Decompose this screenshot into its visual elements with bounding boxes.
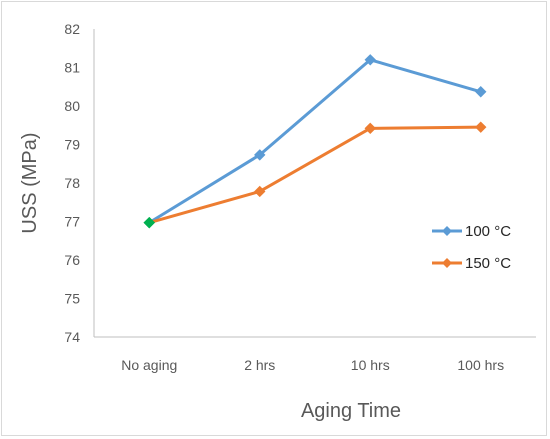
data-point [475,86,487,98]
legend-label-2: 150 °C [465,255,511,272]
x-tick-labels: No aging 2 hrs 10 hrs 100 hrs [121,357,504,373]
x-axis-title: Aging Time [301,400,401,422]
y-tick-label: 75 [64,291,80,307]
x-tick-label: 2 hrs [244,357,275,373]
data-point [364,122,376,135]
y-tick-label: 76 [64,252,80,268]
y-tick-label: 77 [64,214,80,230]
y-tick-label: 82 [64,21,80,37]
data-point [364,54,376,66]
y-axis-title: USS (MPa) [19,132,41,233]
data-point [254,149,266,161]
series-line-1 [148,58,482,224]
y-tick-label: 81 [64,60,80,76]
y-tick-label: 80 [64,98,80,114]
series-line-2 [148,125,481,225]
x-tick-label: 10 hrs [351,357,390,373]
legend-label-1: 100 °C [465,223,511,240]
y-tick-label: 74 [64,329,80,345]
data-point [254,185,266,198]
legend-marker-2 [442,258,452,268]
y-tick-label: 79 [64,137,80,153]
y-tick-labels: 74 75 76 77 78 79 80 81 82 [64,21,80,345]
x-tick-label: 100 hrs [457,357,504,373]
data-point [143,216,155,229]
legend-marker-1 [442,226,452,236]
x-tick-label: No aging [121,357,177,373]
legend: 100 °C 150 °C [432,223,511,272]
series-layer [143,54,487,229]
y-tick-label: 78 [64,175,80,191]
data-point [475,121,487,133]
